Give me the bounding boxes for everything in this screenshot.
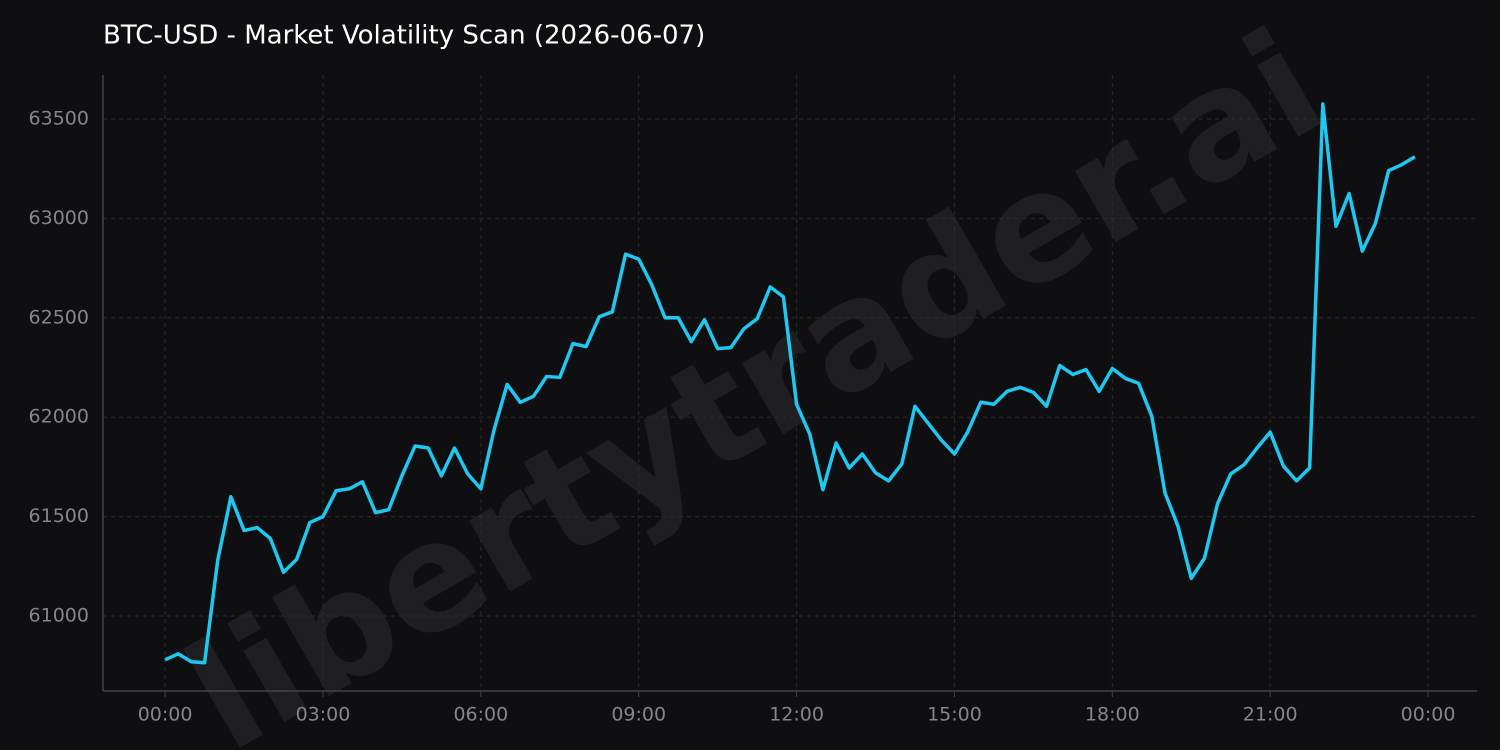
x-tick-label: 00:00 <box>1401 704 1456 726</box>
y-tick-label: 62500 <box>29 306 89 328</box>
x-tick-label: 12:00 <box>769 704 824 726</box>
x-tick-label: 00:00 <box>138 704 193 726</box>
y-tick-label: 62000 <box>29 406 89 428</box>
price-line <box>164 102 1416 665</box>
y-tick-label: 61000 <box>29 605 89 627</box>
y-tick-label: 63500 <box>29 107 89 129</box>
x-tick-label: 15:00 <box>927 704 982 726</box>
x-tick-label: 09:00 <box>611 704 666 726</box>
chart-title: BTC-USD - Market Volatility Scan (2026-0… <box>103 21 705 51</box>
x-tick-label: 21:00 <box>1243 704 1298 726</box>
y-tick-label: 61500 <box>29 505 89 527</box>
x-tick-label: 18:00 <box>1085 704 1140 726</box>
y-tick-label: 63000 <box>29 207 89 229</box>
x-tick-label: 03:00 <box>296 704 351 726</box>
x-tick-label: 06:00 <box>453 704 508 726</box>
